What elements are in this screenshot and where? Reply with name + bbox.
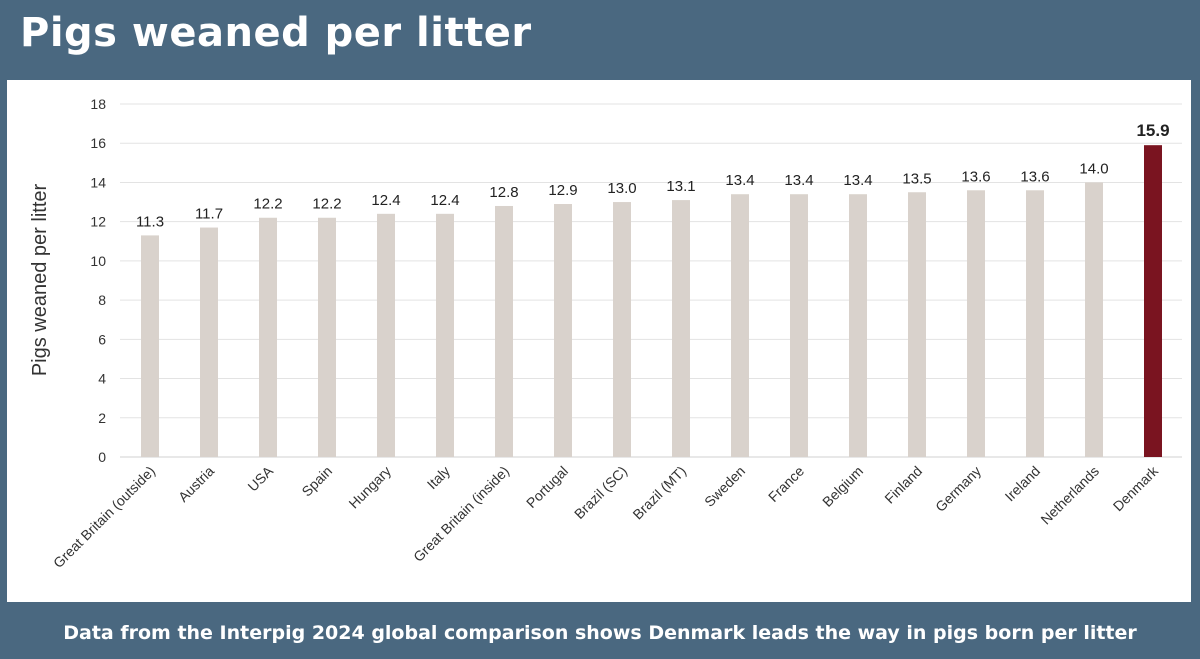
bar [908,192,926,457]
x-tick-label: Netherlands [1037,463,1102,528]
bar [967,190,985,458]
x-tick-label: Spain [298,463,335,500]
caption: Data from the Interpig 2024 global compa… [63,622,1137,644]
x-tick-label: USA [244,462,276,494]
bar [849,194,867,457]
y-tick-label: 16 [90,135,106,151]
x-tick-label: Belgium [819,463,866,510]
data-label: 11.7 [195,206,223,223]
x-tick-label: Brazil (MT) [629,463,689,523]
data-label: 15.9 [1136,121,1169,140]
bar [1026,190,1044,458]
data-label: 13.4 [843,172,872,189]
bar [672,200,690,457]
data-label: 13.6 [1020,168,1049,185]
bar [318,217,336,457]
bar [259,217,277,457]
data-label: 12.4 [371,192,400,209]
data-label: 12.8 [489,184,518,201]
bar [554,204,572,457]
x-tick-label: Hungary [345,463,394,512]
x-tick-label: Italy [424,463,453,492]
x-tick-label: Finland [881,463,925,507]
bar [613,202,631,457]
data-label: 12.4 [430,192,459,209]
y-tick-label: 2 [98,410,106,426]
y-tick-label: 4 [98,371,106,387]
x-tick-label: Portugal [523,463,571,511]
y-tick-label: 6 [98,331,106,347]
bar [731,194,749,457]
data-label: 12.2 [312,196,341,213]
data-label: 11.3 [136,213,164,230]
x-tick-label: Brazil (SC) [571,463,630,522]
y-tick-label: 14 [90,174,106,190]
y-tick-label: 12 [90,214,106,230]
bar [200,227,218,457]
y-axis-label: Pigs weaned per litter [29,184,51,377]
y-tick-label: 8 [98,292,106,308]
y-tick-label: 10 [90,253,106,269]
x-tick-label: Germany [932,463,984,515]
data-label: 14.0 [1079,160,1108,177]
bar [1085,182,1103,457]
data-label: 13.5 [902,170,931,187]
y-tick-label: 18 [90,96,106,112]
bar [377,213,395,457]
x-tick-label: Denmark [1110,462,1162,514]
bar [495,205,513,457]
data-label: 13.0 [607,180,636,197]
chart-title: Pigs weaned per litter [20,10,532,56]
bar [141,235,159,457]
x-tick-label: Sweden [701,463,748,510]
data-label: 13.1 [666,178,695,195]
x-tick-label: Great Britain (outside) [50,463,158,571]
y-tick-label: 0 [98,449,106,465]
bar [790,194,808,457]
x-tick-label: France [765,463,807,505]
x-tick-label: Austria [175,463,217,505]
data-label: 13.4 [725,172,754,189]
x-tick-label: Ireland [1002,463,1044,505]
data-label: 13.6 [961,168,990,185]
data-label: 13.4 [784,172,813,189]
bar [436,213,454,457]
data-label: 12.9 [548,182,577,199]
data-label: 12.2 [253,196,282,213]
bar [1144,145,1162,457]
